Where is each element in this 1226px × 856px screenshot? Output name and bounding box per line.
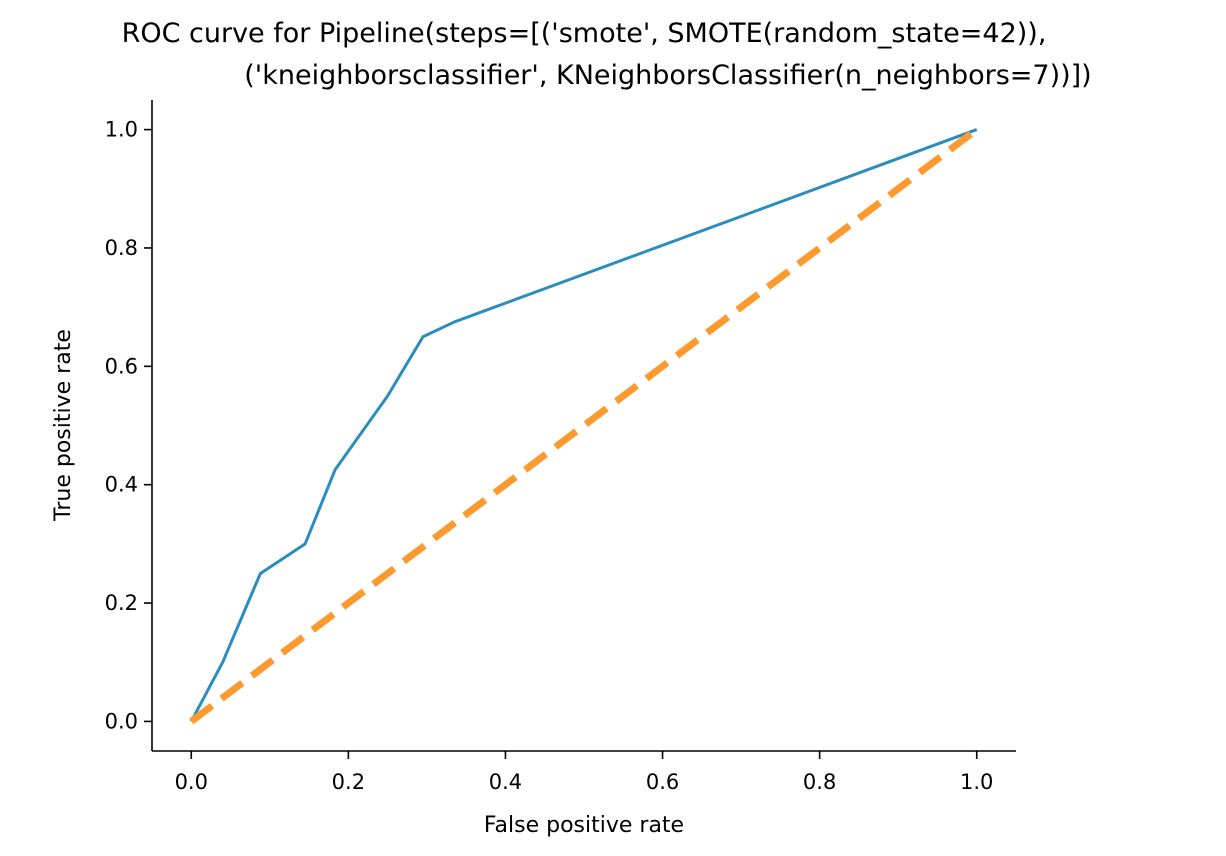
x-tick-label: 0.0 bbox=[175, 770, 208, 794]
y-tick-label: 0.4 bbox=[105, 473, 138, 497]
series-layer bbox=[189, 126, 979, 725]
x-tick-label: 0.4 bbox=[489, 770, 522, 794]
chance-line bbox=[189, 126, 979, 725]
x-tick-label: 0.8 bbox=[803, 770, 836, 794]
chart-title-line1: ROC curve for Pipeline(steps=[('smote', … bbox=[122, 18, 1047, 49]
x-ticks: 0.0 0.2 0.4 0.6 0.8 1.0 bbox=[175, 751, 993, 794]
y-tick-label: 0.6 bbox=[105, 354, 138, 378]
x-tick-label: 0.6 bbox=[646, 770, 679, 794]
y-tick-label: 0.8 bbox=[105, 236, 138, 260]
y-tick-label: 0.2 bbox=[105, 591, 138, 615]
x-axis-label: False positive rate bbox=[484, 813, 684, 838]
y-tick-label: 0.0 bbox=[105, 709, 138, 733]
x-tick-label: 1.0 bbox=[960, 770, 993, 794]
y-tick-label: 1.0 bbox=[105, 118, 138, 142]
chart-title-line2: ('kneighborsclassifier', KNeighborsClass… bbox=[244, 60, 1091, 91]
y-ticks: 0.0 0.2 0.4 0.6 0.8 1.0 bbox=[105, 118, 152, 733]
roc-curve-line bbox=[189, 128, 978, 723]
x-tick-label: 0.2 bbox=[332, 770, 365, 794]
y-axis-label: True positive rate bbox=[51, 329, 76, 522]
